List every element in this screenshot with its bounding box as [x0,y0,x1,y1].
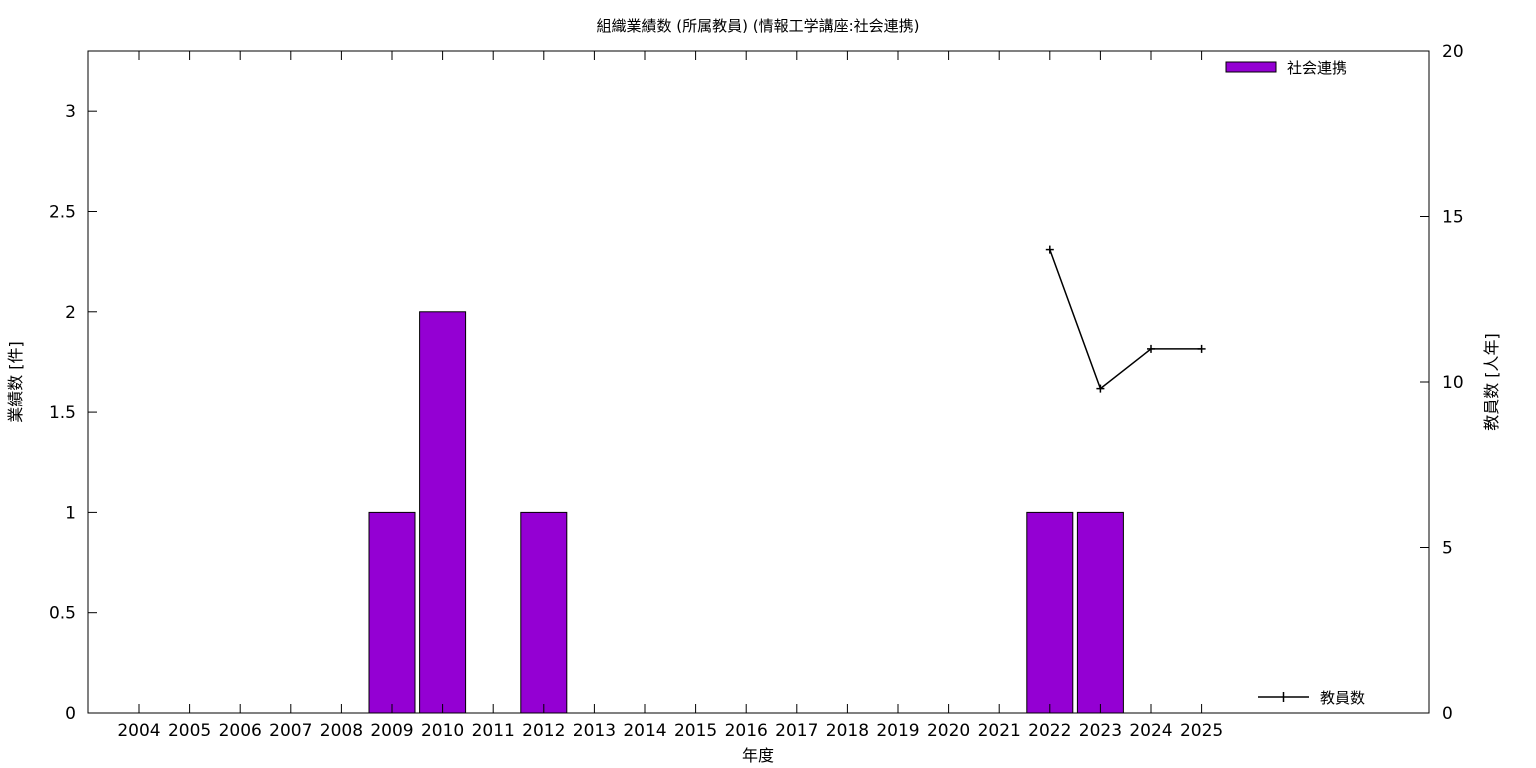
y2-tick-label: 10 [1442,373,1464,393]
x-tick-label-2011: 2011 [472,721,515,741]
x-tick-label-2010: 2010 [421,721,464,741]
x-tick-label-2016: 2016 [725,721,768,741]
legend-bar-label: 社会連携 [1287,59,1347,77]
teacher-count-point-2022 [1045,245,1054,254]
y2-tick-label: 0 [1442,704,1453,724]
teacher-count-point-2025 [1197,344,1206,353]
x-tick-label-2008: 2008 [320,721,363,741]
x-tick-label-2017: 2017 [775,721,818,741]
x-tick-label-2015: 2015 [674,721,717,741]
bar-2009 [368,511,416,714]
x-tick-label-2022: 2022 [1028,721,1071,741]
x-tick-label-2007: 2007 [269,721,312,741]
y-tick-label: 2 [65,303,76,323]
x-tick-label-2009: 2009 [370,721,413,741]
y2-tick-label: 15 [1442,208,1464,228]
x-axis: 2004 2005 2006 2007 2008 2009 2010 2011 2012 2013… [117,51,1223,741]
y-axis-label: 業績数 [件] [6,341,25,423]
x-tick-label-2025: 2025 [1180,721,1223,741]
chart-title: 組織業績数 (所属教員) (情報工学講座:社会連携) [596,17,919,35]
x-axis-label: 年度 [742,746,774,765]
teacher-count-point-2024 [1147,344,1155,353]
x-tick-label-2023: 2023 [1079,721,1122,741]
y-tick-label: 1.5 [49,403,76,423]
line-layer [1045,245,1206,393]
y-tick-label: 2.5 [49,202,76,222]
legend-bar-swatch [1225,61,1277,73]
teacher-count-line [1049,249,1202,390]
y-tick-label: 1 [65,503,76,523]
bar-2023 [1076,511,1124,714]
x-tick-label-2020: 2020 [927,721,970,741]
legend-bar: 社会連携 [1225,59,1347,77]
legend-line-label: 教員数 [1320,689,1365,707]
x-tick-label-2012: 2012 [522,721,565,741]
x-tick-label-2006: 2006 [219,721,262,741]
y2-tick-label: 5 [1442,539,1453,559]
x-tick-label-2005: 2005 [168,721,211,741]
x-tick-label-2018: 2018 [826,721,869,741]
x-tick-label-2021: 2021 [978,721,1021,741]
bar-2012 [520,511,568,714]
x-tick-label-2013: 2013 [573,721,616,741]
x-tick-label-2024: 2024 [1129,721,1172,741]
x-tick-label-2004: 2004 [117,721,160,741]
y2-axis: 0 5 10 15 20 [1420,42,1464,724]
y2-tick-label: 20 [1442,42,1464,62]
bar-2022 [1026,511,1074,714]
bar-2010 [419,311,467,714]
x-tick-label-2019: 2019 [876,721,919,741]
y-tick-label: 0 [65,704,76,724]
bar-layer [368,311,1124,714]
teacher-count-point-2023 [1096,384,1105,393]
y-axis: 0 0.5 1 1.5 2 2.5 3 [49,102,97,724]
y2-axis-label: 教員数 [人年] [1482,333,1501,431]
legend-line: 教員数 [1258,689,1365,707]
y-tick-label: 0.5 [49,604,76,624]
x-tick-label-2014: 2014 [623,721,666,741]
y-tick-label: 3 [65,102,76,122]
